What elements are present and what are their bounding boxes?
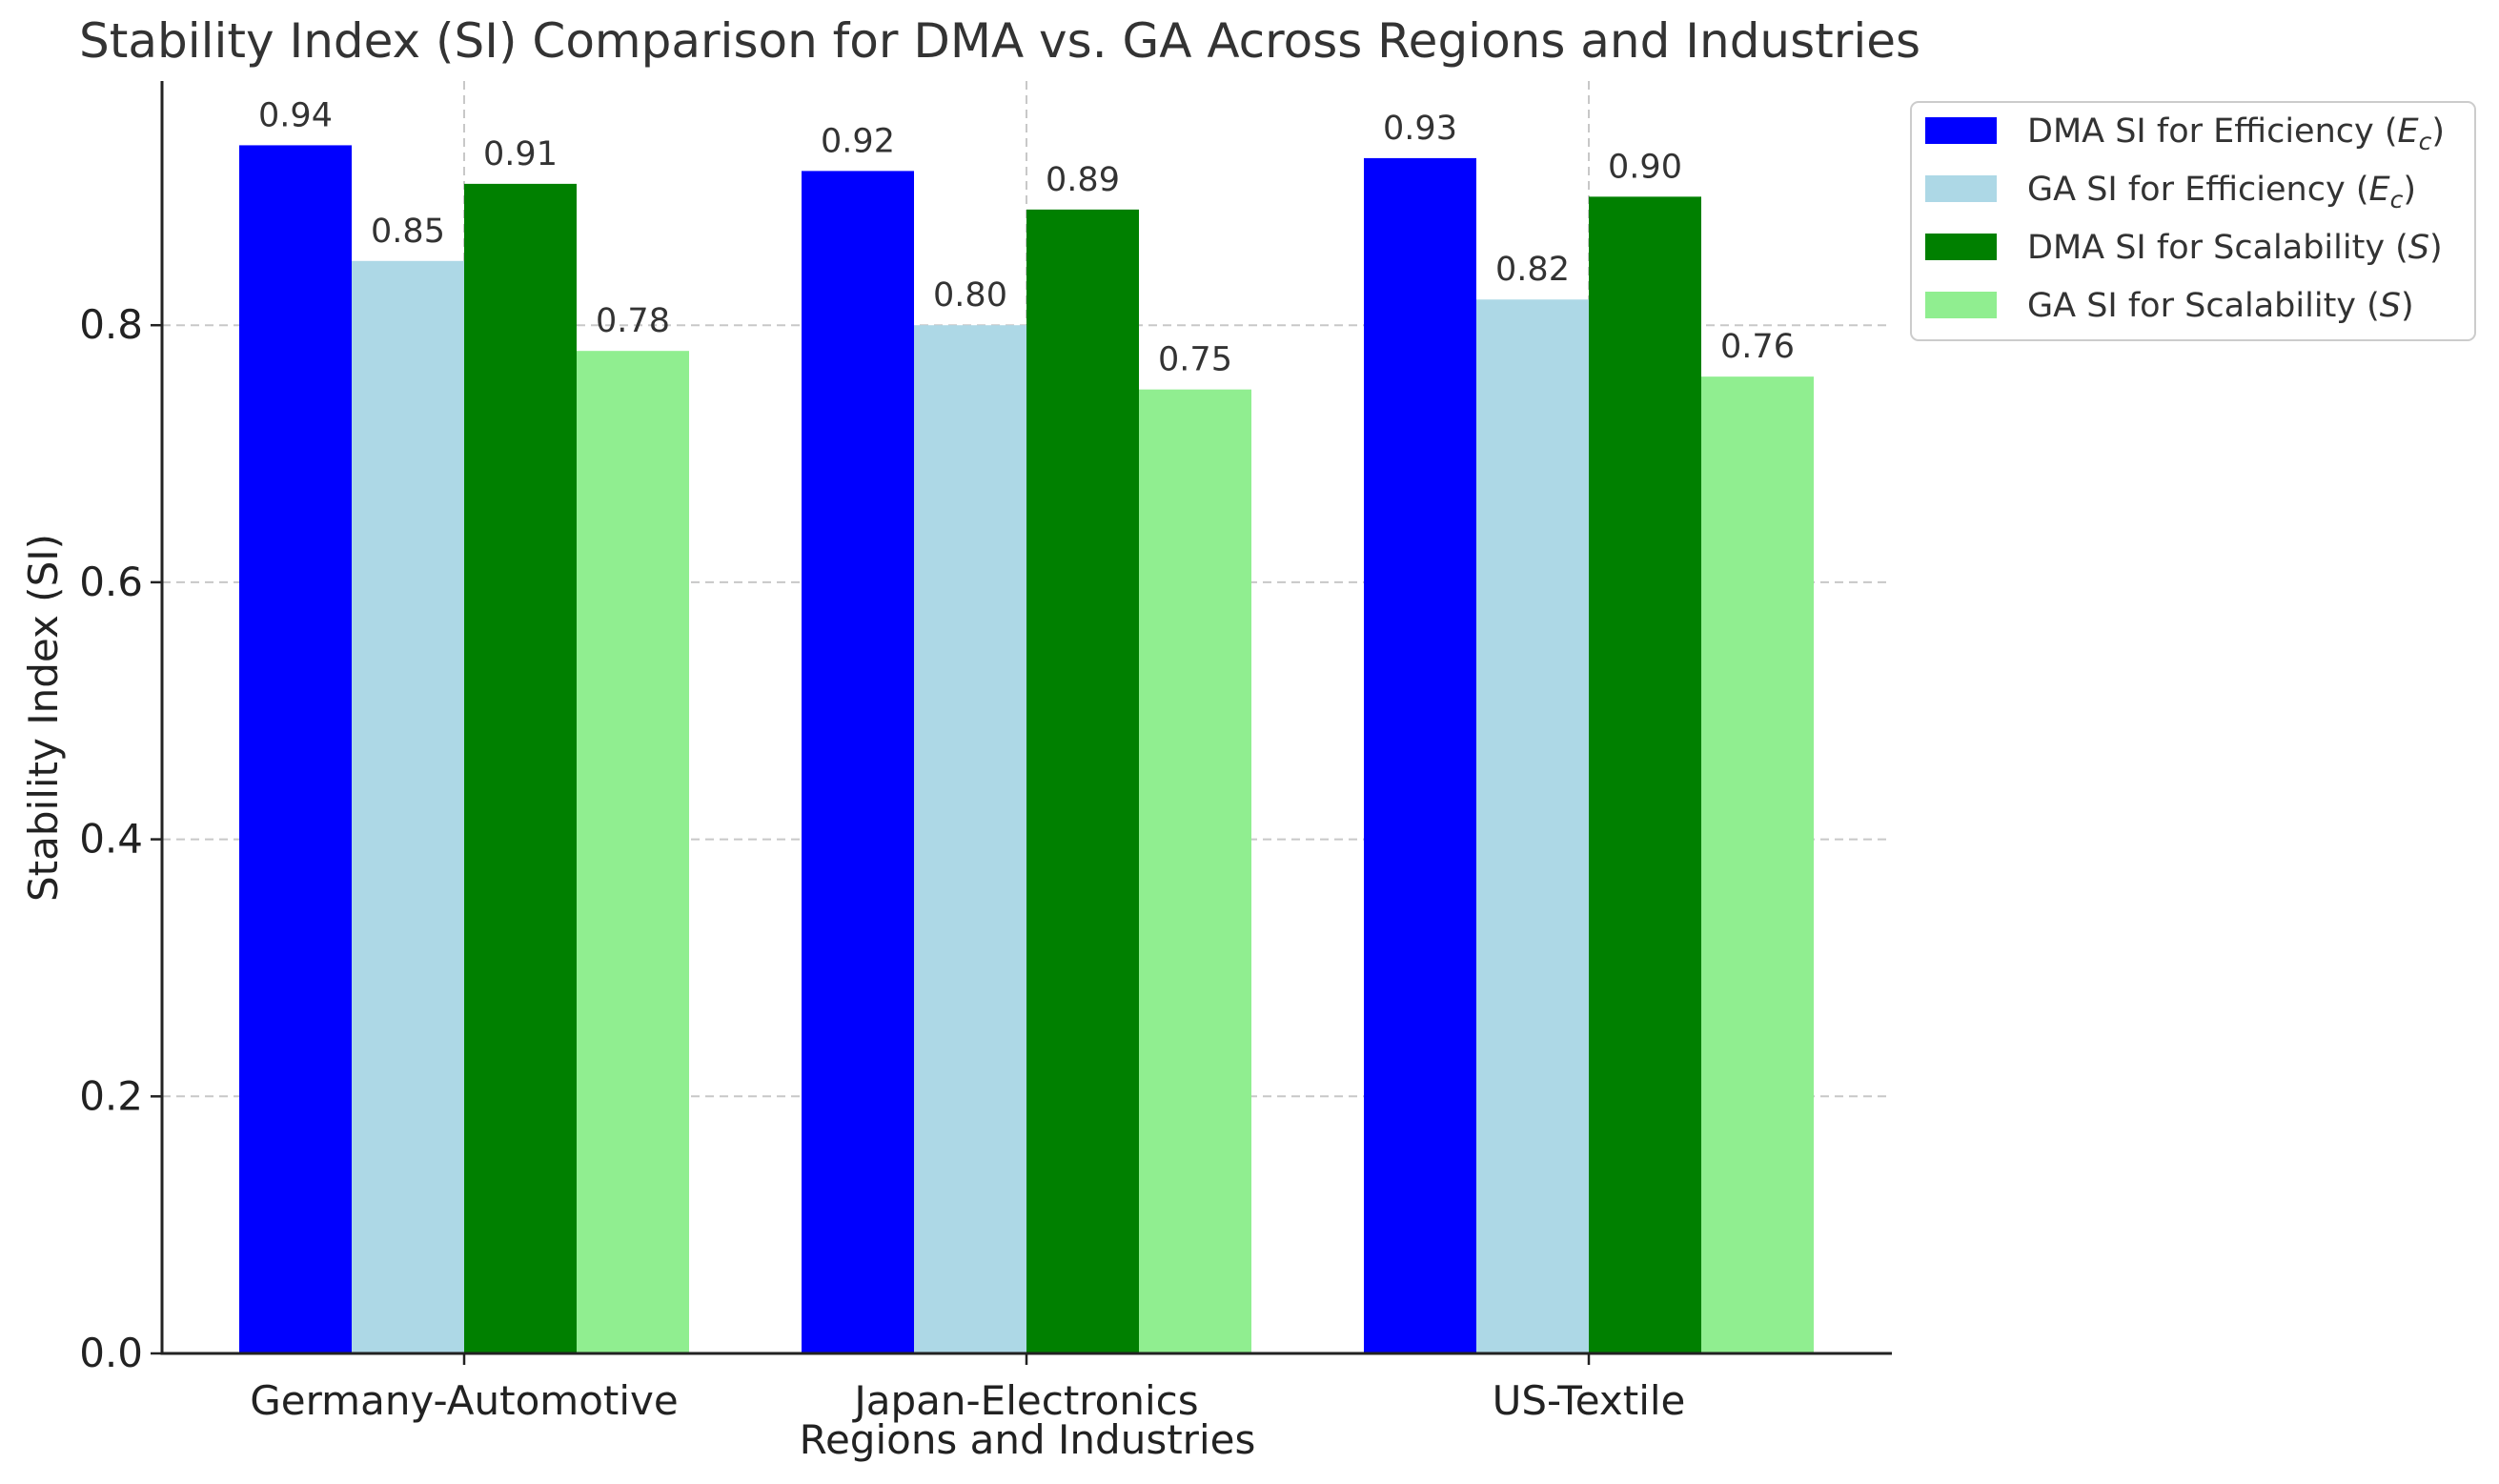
data-label: 0.80 xyxy=(933,276,1007,315)
bar xyxy=(914,325,1026,1353)
data-label: 0.90 xyxy=(1608,148,1682,186)
legend-label: GA SI for Efficiency (Ec) xyxy=(2027,171,2416,213)
bar xyxy=(352,260,464,1354)
bar xyxy=(1139,389,1251,1353)
data-label: 0.89 xyxy=(1046,161,1120,199)
bar xyxy=(1476,299,1589,1353)
x-tick-label: Japan-Electronics xyxy=(851,1377,1198,1424)
x-tick-label: US-Textile xyxy=(1493,1377,1686,1424)
data-label: 0.94 xyxy=(258,96,333,134)
chart-title: Stability Index (SI) Comparison for DMA … xyxy=(79,13,1920,69)
y-tick-label: 0.8 xyxy=(79,301,143,348)
y-tick-label: 0.4 xyxy=(79,816,143,863)
legend-swatch xyxy=(1925,234,1997,260)
bar xyxy=(802,171,914,1354)
bar xyxy=(1589,196,1701,1353)
legend: DMA SI for Efficiency (Ec) GA SI for Effi… xyxy=(1910,101,2476,341)
bar xyxy=(239,145,352,1354)
y-tick-label: 0.6 xyxy=(79,559,143,605)
y-tick-label: 0.2 xyxy=(79,1072,143,1119)
data-label: 0.93 xyxy=(1383,110,1457,148)
bar xyxy=(1701,376,1814,1354)
y-axis-label: Stability Index (SI) xyxy=(20,534,67,902)
y-axis-ticks: 0.0 0.2 0.4 0.6 0.8 xyxy=(79,301,162,1376)
legend-label: DMA SI for Efficiency (Ec) xyxy=(2027,112,2445,155)
data-label: 0.78 xyxy=(596,302,670,340)
data-label: 0.92 xyxy=(821,122,895,160)
bar xyxy=(464,183,577,1353)
x-tick-label: Germany-Automotive xyxy=(250,1377,679,1424)
y-tick-label: 0.0 xyxy=(79,1330,143,1376)
legend-swatch xyxy=(1925,117,1997,144)
legend-frame xyxy=(1910,101,2476,341)
legend-label: DMA SI for Scalability (S) xyxy=(2027,229,2443,267)
data-label: 0.85 xyxy=(371,213,445,251)
legend-label: GA SI for Scalability (S) xyxy=(2027,287,2414,325)
bar xyxy=(1364,157,1476,1354)
legend-swatch xyxy=(1925,292,1997,318)
data-label: 0.76 xyxy=(1720,328,1795,366)
bar xyxy=(1026,209,1139,1353)
bar xyxy=(577,351,689,1353)
bars-group: 0.94 0.92 0.93 0.85 0.80 0.82 0.91 0.89 0.90 0.78… xyxy=(239,96,1814,1354)
data-label: 0.91 xyxy=(483,135,558,173)
x-axis-ticks: Germany-Automotive Japan-Electronics US-Te… xyxy=(250,1353,1685,1424)
data-label: 0.75 xyxy=(1158,341,1232,379)
legend-swatch xyxy=(1925,175,1997,202)
data-label: 0.82 xyxy=(1495,251,1570,289)
x-axis-label: Regions and Industries xyxy=(800,1416,1256,1463)
